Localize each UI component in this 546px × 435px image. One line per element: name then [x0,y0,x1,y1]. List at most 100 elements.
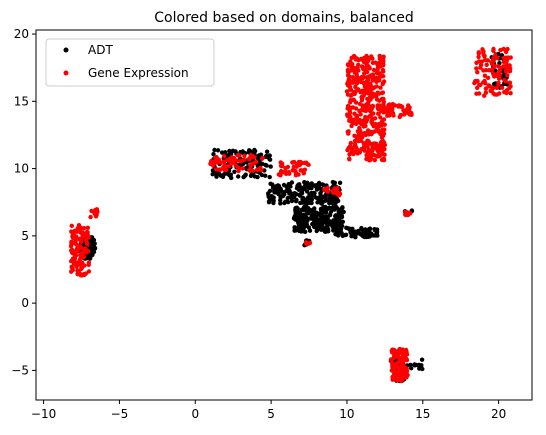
data-point [400,347,405,352]
data-point [356,228,361,234]
data-point [311,217,316,222]
data-point [491,48,496,53]
data-point [361,59,367,65]
data-point [373,60,378,65]
data-point [312,191,317,196]
y-tick-label: 0 [21,296,29,310]
data-point [356,68,361,73]
data-point [494,85,500,91]
data-point [365,144,370,149]
data-point [230,158,235,164]
data-point [309,200,314,206]
data-point [309,190,314,196]
data-point [355,75,360,80]
data-point [408,362,413,368]
data-point [322,210,328,215]
data-point [88,214,93,220]
data-point [408,211,413,216]
data-point [473,79,478,84]
data-point [287,171,292,176]
x-tick-label: 0 [191,407,199,421]
data-point [290,160,295,165]
y-tick-label: 10 [14,162,29,176]
data-point [485,58,490,63]
data-point [379,152,384,157]
data-point [353,144,359,150]
data-point [252,174,257,179]
data-point [508,84,513,89]
data-point [85,225,91,230]
data-point [507,68,513,74]
data-point [338,207,343,212]
data-point [318,206,324,212]
x-tick-label: 20 [491,407,506,421]
data-point [475,85,480,91]
data-point [351,53,357,59]
data-point [267,188,273,194]
data-point [406,103,411,108]
data-point [248,173,254,178]
data-point [256,153,261,159]
data-point [297,182,302,187]
data-point [70,256,76,261]
chart-title: Colored based on domains, balanced [154,10,413,26]
data-point [374,84,379,89]
data-point [379,119,385,124]
data-point [267,153,272,158]
data-point [347,152,352,157]
data-point [91,249,97,255]
data-point [365,82,371,87]
data-point [497,61,502,66]
data-point [287,182,292,187]
data-point [71,235,76,240]
data-point [287,188,292,194]
data-point [503,79,508,84]
data-point [210,172,215,177]
data-point [264,153,269,159]
data-point [267,174,272,180]
data-point [391,113,396,118]
data-point [264,163,269,168]
data-point [332,186,337,191]
data-point [301,217,306,222]
data-point [226,164,232,169]
data-point [349,123,354,129]
data-point [361,80,366,86]
data-point [478,82,483,88]
data-point [307,185,312,191]
data-point [294,197,299,203]
data-point [372,157,377,163]
y-tick-label: −5 [11,363,29,377]
data-point [400,355,406,361]
data-point [404,356,409,362]
data-point [391,353,397,359]
data-point [284,188,289,193]
data-point [222,154,227,159]
data-point [364,156,369,162]
data-point [363,108,369,114]
data-point [223,150,228,155]
data-point [266,200,272,205]
data-point [409,366,414,371]
data-point [324,220,329,225]
data-point [354,116,359,121]
data-point [329,205,335,211]
data-point [504,62,510,68]
data-point [403,212,409,217]
series-gene-expression [68,46,513,384]
data-point [364,140,369,145]
data-point [397,114,402,120]
data-point [221,159,226,164]
data-point [379,157,385,162]
y-tick-label: 20 [14,27,29,41]
data-point [89,241,94,246]
data-point [354,56,359,62]
x-tick-label: 15 [415,407,430,421]
data-point [395,365,401,371]
data-point [323,226,328,231]
data-point [361,124,366,129]
data-point [381,74,386,79]
data-point [508,91,513,96]
data-point [481,49,486,54]
data-point [501,55,507,60]
